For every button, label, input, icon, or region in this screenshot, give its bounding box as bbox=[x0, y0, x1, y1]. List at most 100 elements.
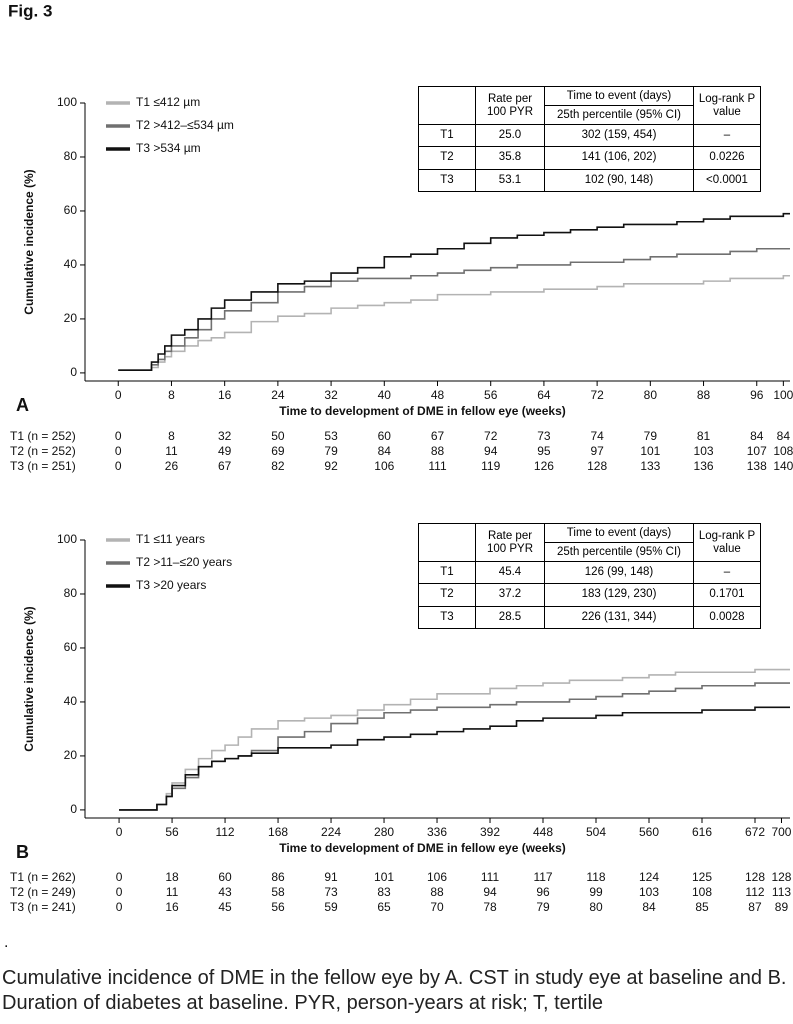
at-risk-value: 26 bbox=[165, 459, 179, 473]
y-tick-label: 80 bbox=[64, 586, 78, 600]
at-risk-value: 79 bbox=[324, 444, 338, 458]
at-risk-value: 96 bbox=[536, 885, 550, 899]
at-risk-value: 117 bbox=[533, 870, 552, 884]
at-risk-value: 78 bbox=[483, 900, 497, 914]
at-risk-value: 74 bbox=[590, 429, 604, 443]
at-risk-value: 82 bbox=[271, 459, 285, 473]
km-curve bbox=[118, 274, 790, 372]
at-risk-value: 72 bbox=[484, 429, 498, 443]
at-risk-label: T3 (n = 241) bbox=[10, 900, 76, 914]
table-header: Log-rank P value bbox=[693, 86, 761, 125]
at-risk-value: 112 bbox=[745, 885, 764, 899]
y-tick-label: 40 bbox=[64, 694, 78, 708]
x-tick-label: 560 bbox=[639, 825, 659, 839]
x-tick-label: 40 bbox=[378, 388, 392, 402]
x-tick-label: 48 bbox=[431, 388, 445, 402]
at-risk-value: 59 bbox=[324, 900, 338, 914]
table-cell: <0.0001 bbox=[693, 168, 761, 193]
at-risk-value: 140 bbox=[773, 459, 793, 473]
at-risk-value: 95 bbox=[537, 444, 551, 458]
at-risk-value: 89 bbox=[775, 900, 789, 914]
km-curve bbox=[118, 212, 790, 372]
at-risk-value: 94 bbox=[484, 444, 498, 458]
at-risk-value: 113 bbox=[772, 885, 791, 899]
x-tick-label: 0 bbox=[116, 825, 123, 839]
table-cell: T3 bbox=[418, 168, 476, 193]
at-risk-value: 45 bbox=[218, 900, 232, 914]
at-risk-value: 119 bbox=[481, 459, 500, 473]
y-tick-label: 0 bbox=[70, 802, 77, 816]
x-axis-label: Time to development of DME in fellow eye… bbox=[279, 841, 566, 855]
at-risk-value: 8 bbox=[168, 429, 175, 443]
x-tick-label: 448 bbox=[533, 825, 553, 839]
table-cell: 183 (129, 230) bbox=[544, 583, 694, 607]
at-risk-value: 32 bbox=[218, 429, 232, 443]
table-cell: – bbox=[693, 123, 761, 148]
at-risk-value: 118 bbox=[586, 870, 605, 884]
x-tick-label: 224 bbox=[321, 825, 341, 839]
at-risk-value: 103 bbox=[639, 885, 659, 899]
x-tick-label: 32 bbox=[324, 388, 338, 402]
y-tick-label: 60 bbox=[64, 203, 78, 217]
x-tick-label: 280 bbox=[374, 825, 394, 839]
at-risk-value: 79 bbox=[644, 429, 658, 443]
at-risk-value: 85 bbox=[695, 900, 709, 914]
at-risk-value: 125 bbox=[692, 870, 712, 884]
summary-table: Rate per 100 PYR Time to event (days) Log-… bbox=[418, 523, 761, 630]
at-risk-value: 16 bbox=[165, 900, 179, 914]
at-risk-value: 67 bbox=[218, 459, 232, 473]
table-row: T2 35.8 141 (106, 202) 0.0226 bbox=[418, 146, 761, 170]
at-risk-value: 133 bbox=[640, 459, 660, 473]
at-risk-value: 107 bbox=[747, 444, 767, 458]
at-risk-value: 69 bbox=[271, 444, 285, 458]
table-cell: 302 (159, 454) bbox=[544, 123, 694, 148]
km-curve bbox=[119, 682, 790, 811]
table-cell: T3 bbox=[418, 605, 476, 630]
table-cell: T1 bbox=[418, 123, 476, 148]
at-risk-label: T3 (n = 251) bbox=[10, 459, 76, 473]
table-header: Rate per 100 PYR bbox=[475, 523, 545, 562]
x-tick-label: 112 bbox=[215, 825, 234, 839]
km-curve bbox=[119, 668, 790, 811]
y-tick-label: 100 bbox=[57, 532, 77, 546]
table-cell: 102 (90, 148) bbox=[544, 168, 694, 193]
x-tick-label: 616 bbox=[692, 825, 712, 839]
at-risk-value: 101 bbox=[374, 870, 394, 884]
at-risk-value: 60 bbox=[218, 870, 232, 884]
x-tick-label: 8 bbox=[168, 388, 175, 402]
y-tick-label: 20 bbox=[64, 748, 78, 762]
at-risk-value: 106 bbox=[374, 459, 394, 473]
at-risk-value: 70 bbox=[430, 900, 444, 914]
at-risk-value: 84 bbox=[750, 429, 764, 443]
x-tick-label: 64 bbox=[537, 388, 551, 402]
at-risk-value: 11 bbox=[165, 444, 178, 458]
at-risk-value: 124 bbox=[639, 870, 659, 884]
table-row: T2 37.2 183 (129, 230) 0.1701 bbox=[418, 583, 761, 607]
x-axis-label: Time to development of DME in fellow eye… bbox=[279, 404, 566, 418]
table-cell: 35.8 bbox=[475, 146, 545, 170]
y-axis-label: Cumulative incidence (%) bbox=[22, 606, 36, 751]
at-risk-value: 11 bbox=[166, 885, 179, 899]
at-risk-value: 106 bbox=[427, 870, 447, 884]
y-tick-label: 100 bbox=[57, 95, 77, 109]
km-curve bbox=[119, 706, 790, 811]
at-risk-value: 86 bbox=[271, 870, 285, 884]
x-tick-label: 24 bbox=[271, 388, 285, 402]
x-tick-label: 392 bbox=[480, 825, 500, 839]
y-tick-label: 40 bbox=[64, 257, 78, 271]
table-header: Time to event (days) bbox=[544, 523, 694, 543]
table-cell: 0.0226 bbox=[693, 146, 761, 170]
at-risk-value: 103 bbox=[694, 444, 714, 458]
at-risk-value: 58 bbox=[271, 885, 285, 899]
table-header: 25th percentile (95% CI) bbox=[544, 105, 694, 125]
at-risk-value: 128 bbox=[587, 459, 607, 473]
at-risk-value: 136 bbox=[694, 459, 714, 473]
table-cell bbox=[418, 86, 476, 125]
x-tick-label: 700 bbox=[771, 825, 791, 839]
legend-label: T3 >20 years bbox=[136, 578, 206, 592]
at-risk-value: 108 bbox=[692, 885, 712, 899]
at-risk-value: 60 bbox=[378, 429, 392, 443]
table-cell: 126 (99, 148) bbox=[544, 560, 694, 585]
table-cell: 37.2 bbox=[475, 583, 545, 607]
